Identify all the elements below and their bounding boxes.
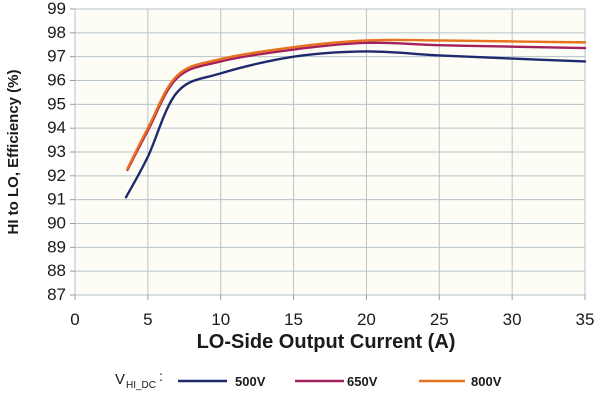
svg-text:98: 98 (47, 23, 66, 42)
svg-text:89: 89 (47, 237, 66, 256)
svg-text:87: 87 (47, 285, 66, 304)
svg-text:99: 99 (47, 0, 66, 18)
svg-text:0: 0 (70, 310, 79, 329)
svg-text:96: 96 (47, 71, 66, 90)
svg-text:HI_DC: HI_DC (126, 380, 156, 391)
svg-text::: : (159, 368, 163, 384)
svg-text:20: 20 (357, 310, 376, 329)
svg-text:HI to LO, Efficiency (%): HI to LO, Efficiency (%) (5, 69, 22, 234)
svg-text:15: 15 (284, 310, 303, 329)
svg-text:10: 10 (211, 310, 230, 329)
svg-text:97: 97 (47, 47, 66, 66)
svg-text:95: 95 (47, 94, 66, 113)
svg-text:92: 92 (47, 166, 66, 185)
svg-text:35: 35 (576, 310, 595, 329)
svg-text:25: 25 (430, 310, 449, 329)
svg-text:91: 91 (47, 190, 66, 209)
svg-text:LO-Side Output Current (A): LO-Side Output Current (A) (197, 331, 456, 353)
svg-text:30: 30 (503, 310, 522, 329)
svg-text:88: 88 (47, 261, 66, 280)
svg-text:94: 94 (47, 118, 66, 137)
svg-text:650V: 650V (347, 374, 378, 389)
svg-text:90: 90 (47, 214, 66, 233)
svg-text:V: V (115, 371, 125, 388)
svg-text:500V: 500V (235, 374, 266, 389)
svg-text:93: 93 (47, 142, 66, 161)
svg-text:5: 5 (143, 310, 152, 329)
svg-text:800V: 800V (471, 374, 502, 389)
